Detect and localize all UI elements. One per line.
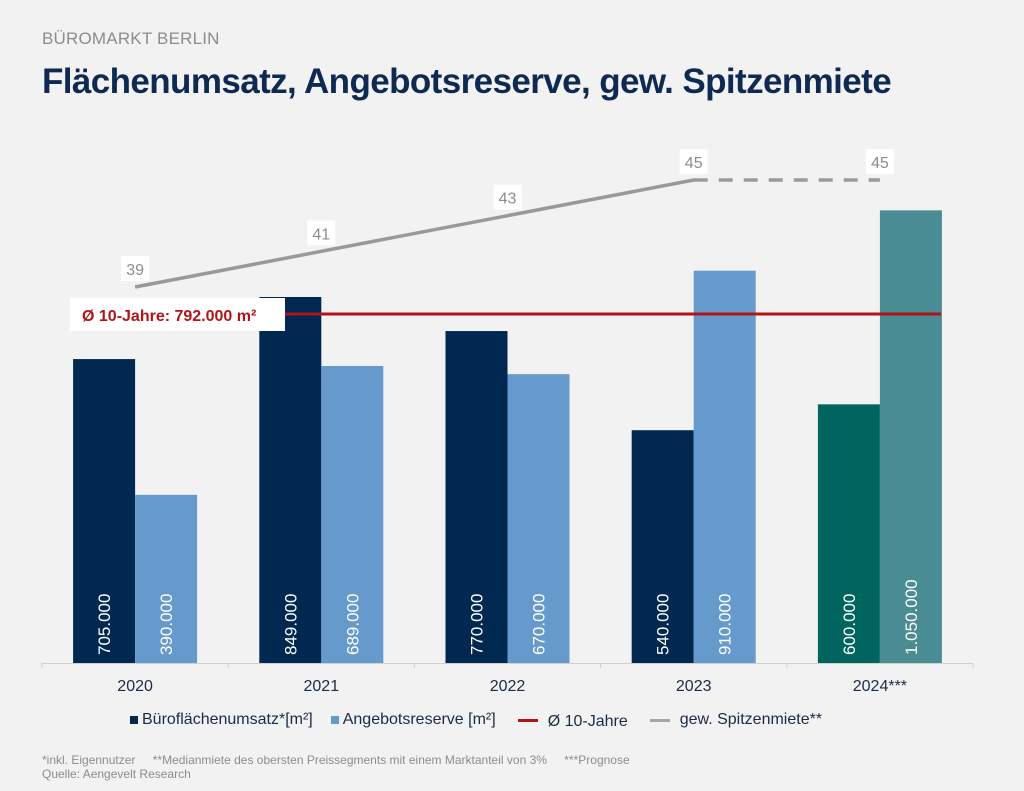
bar-umsatz (445, 331, 508, 663)
kicker-label: BÜROMARKT BERLIN (42, 29, 220, 48)
legend-label-angebot: Angebotsreserve [m²] (342, 711, 496, 728)
legend-label-rent: gew. Spitzenmiete** (679, 711, 823, 728)
bar-label-umsatz: 849.000 (281, 594, 300, 655)
bar-label-angebot: 689.000 (343, 594, 362, 655)
footnote-eigennutzer: *inkl. Eigennutzer (42, 753, 136, 767)
average-label-box (70, 298, 285, 331)
footnote-source: Quelle: Aengevelt Research (42, 767, 191, 781)
bar-label-angebot: 670.000 (530, 594, 549, 655)
rent-label: 39 (126, 262, 144, 279)
bar-label-umsatz: 540.000 (654, 594, 673, 655)
x-tick-label: 2023 (676, 678, 712, 695)
x-tick-label: 2024*** (853, 678, 907, 695)
rent-label: 43 (499, 191, 517, 208)
legend-label-average: Ø 10-Jahre (547, 713, 628, 730)
rent-label-box (307, 220, 336, 246)
rent-label-box (121, 256, 150, 281)
bar-angebot (321, 365, 384, 663)
bar-umsatz (259, 297, 322, 663)
rent-label-box (493, 184, 522, 210)
average-label: Ø 10-Jahre: 792.000 m² (82, 308, 256, 325)
bar-angebot (879, 210, 942, 663)
bar-label-umsatz: 770.000 (468, 594, 487, 655)
rent-label-box (865, 149, 894, 174)
bar-umsatz (631, 430, 694, 663)
bar-angebot (507, 374, 570, 663)
bar-label-angebot: 1.050.000 (902, 579, 921, 655)
rent-label: 45 (871, 155, 889, 172)
bar-label-angebot: 910.000 (716, 594, 735, 655)
x-tick-label: 2021 (304, 678, 340, 695)
bar-label-umsatz: 600.000 (840, 594, 859, 655)
footnote-medianmiete: **Medianmiete des obersten Preissegments… (152, 753, 547, 767)
legend-item-umsatz: Büroflächenumsatz*[m²] (130, 711, 313, 729)
footnotes: *inkl. Eigennutzer **Medianmiete des obe… (42, 753, 644, 781)
bar-angebot (693, 270, 756, 663)
legend-item-rent: gew. Spitzenmiete** (646, 711, 822, 729)
legend-swatch-angebot (330, 716, 339, 724)
rent-label-box (679, 149, 708, 174)
rent-label: 45 (685, 155, 703, 172)
bar-label-angebot: 390.000 (157, 594, 176, 655)
legend-swatch-rent (649, 718, 670, 722)
legend: Büroflächenumsatz*[m²] Angebotsreserve [… (130, 711, 840, 730)
legend-item-average: Ø 10-Jahre (514, 711, 628, 730)
legend-swatch-umsatz (130, 716, 138, 724)
chart-title: Flächenumsatz, Angebotsreserve, gew. Spi… (42, 62, 892, 101)
bar-angebot (135, 494, 198, 663)
legend-swatch-average (517, 718, 538, 722)
x-tick-label: 2020 (117, 678, 153, 695)
footnote-prognose: ***Prognose (564, 753, 630, 767)
bar-label-umsatz: 705.000 (95, 594, 114, 655)
bar-umsatz (817, 404, 880, 663)
rent-label: 41 (312, 226, 330, 243)
x-tick-label: 2022 (490, 678, 526, 695)
legend-item-angebot: Angebotsreserve [m²] (330, 711, 496, 729)
bar-umsatz (73, 359, 136, 663)
legend-label-umsatz: Büroflächenumsatz*[m²] (142, 711, 313, 728)
rent-line-solid (134, 178, 695, 289)
